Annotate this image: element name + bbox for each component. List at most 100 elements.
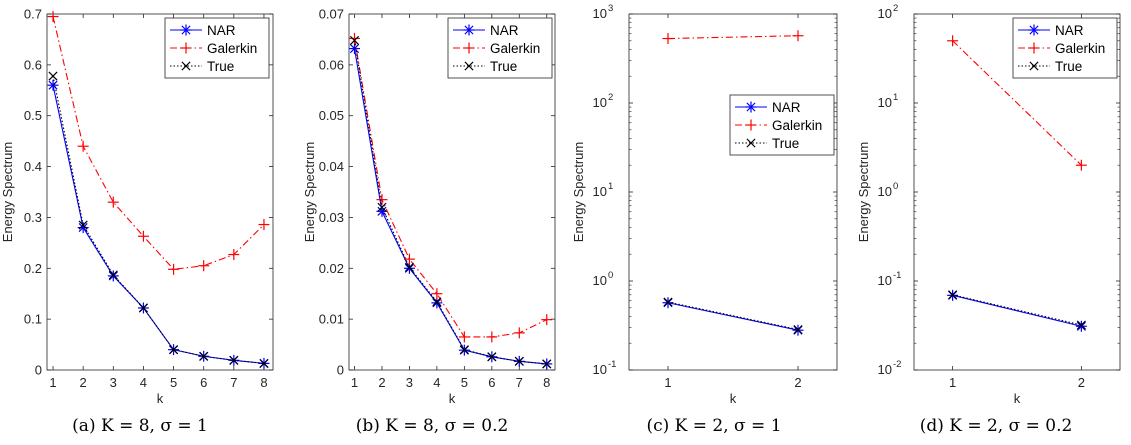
data-point-true-stroke [48,71,58,81]
series-line-galerkin [353,38,547,338]
y-tick-label: 0.5 [24,108,42,123]
legend-label-galerkin: Galerkin [772,118,822,133]
legend-marker-nar-stroke [181,25,191,35]
data-point-nar-stroke [1076,321,1086,331]
data-point-galerkin [458,331,470,343]
x-tick-label: 2 [1078,375,1085,390]
data-point-true-stroke [514,356,524,366]
data-point-true-stroke [259,358,269,368]
data-point-true-stroke [404,262,414,272]
series-line-galerkin [667,35,799,40]
legend: NAR Galerkin True [164,17,270,79]
series-line-nar [952,294,1082,327]
data-point-true [108,270,118,280]
y-tick-exponent: 3 [608,3,613,14]
data-point-nar [107,270,119,282]
legend-label-nar: NAR [772,100,801,115]
data-point-galerkin [107,196,119,208]
y-axis-label: Energy Spectrum [0,142,15,242]
legend: NAR Galerkin True [729,94,835,156]
data-point-true [349,35,360,45]
data-point-galerkin [403,253,415,265]
data-point-true-stroke [1076,320,1086,330]
y-tick-label: 0.06 [319,57,344,72]
data-point-nar [47,79,59,91]
y-tick-label: 0.01 [319,312,344,327]
data-point-true [432,297,442,307]
plot-area [628,13,838,371]
y-tick-label: 10 [593,95,607,110]
data-point-true-stroke [78,220,88,230]
caption-c: (c) K = 2, σ = 1 [646,416,782,436]
legend-marker-true [181,61,191,71]
y-tick-label: 10 [878,95,892,110]
data-point-true [459,345,469,355]
legend-label-true: True [772,136,799,151]
y-tick-exponent: 2 [608,92,613,103]
data-point-true-stroke [377,202,387,212]
legend-marker-galerkin [180,42,192,54]
y-tick-label: 0.6 [24,57,42,72]
legend-marker-true [464,61,474,71]
data-point-true [514,356,524,366]
y-tick-label: 0.4 [24,159,42,174]
y-tick-label: 10 [593,184,607,199]
y-tick-label: 10 [593,273,607,288]
x-tick-label: 6 [200,375,207,390]
y-tick-exponent: 0 [893,181,898,192]
legend-marker-galerkin [1028,42,1040,54]
x-tick-label: 8 [260,375,267,390]
data-point-galerkin [431,288,443,300]
legend: NAR Galerkin True [447,17,553,79]
legend-marker-true-stroke [746,138,756,148]
y-tick-label: 0.7 [24,7,42,22]
y-axis-label: Energy Spectrum [571,142,586,242]
data-point-true-stroke [459,345,469,355]
x-tick-label: 2 [80,375,87,390]
data-point-nar-stroke [404,263,414,273]
data-point-true [78,220,88,230]
data-point-true [377,202,387,212]
data-point-true-stroke [229,355,239,365]
y-tick-label: 10 [878,6,892,21]
y-tick-label: 10 [878,184,892,199]
y-tick-label: 0.02 [319,261,344,276]
x-tick-label: 4 [140,375,147,390]
legend-marker-true [746,138,756,148]
data-point-galerkin [662,33,674,45]
data-point-nar-stroke [349,44,360,54]
data-point-galerkin [77,140,89,152]
data-point-true [404,262,414,272]
legend-label-galerkin: Galerkin [207,41,257,56]
data-point-nar-stroke [78,223,88,233]
legend-label-true: True [207,59,234,74]
data-point-true-stroke [663,297,673,307]
data-point-galerkin [47,11,59,23]
x-tick-label: 5 [170,375,177,390]
y-tick-exponent: 1 [893,92,898,103]
legend-marker-true-stroke [181,61,191,71]
data-point-galerkin [258,219,270,231]
x-tick-label: 1 [49,375,56,390]
legend-marker-galerkin [463,42,475,54]
data-point-nar [1075,320,1087,332]
legend-marker-nar [463,24,475,36]
x-axis-label: k [730,391,737,406]
data-point-true-stroke [199,351,209,361]
x-tick-label: 7 [230,375,237,390]
data-point-true [259,358,269,368]
y-tick-exponent: -1 [893,270,901,281]
data-point-nar-stroke [48,80,58,90]
y-tick-label: 0.07 [319,7,344,22]
legend-label-galerkin: Galerkin [1055,41,1105,56]
legend-label-true: True [1055,59,1082,74]
y-tick-exponent: -1 [608,359,616,370]
legend-label-nar: NAR [1055,23,1084,38]
data-point-true [229,355,239,365]
y-tick-label: 0.03 [319,210,344,225]
x-tick-label: 5 [461,375,468,390]
data-point-true [487,352,497,362]
x-tick-label: 6 [488,375,495,390]
data-point-galerkin [168,263,180,275]
